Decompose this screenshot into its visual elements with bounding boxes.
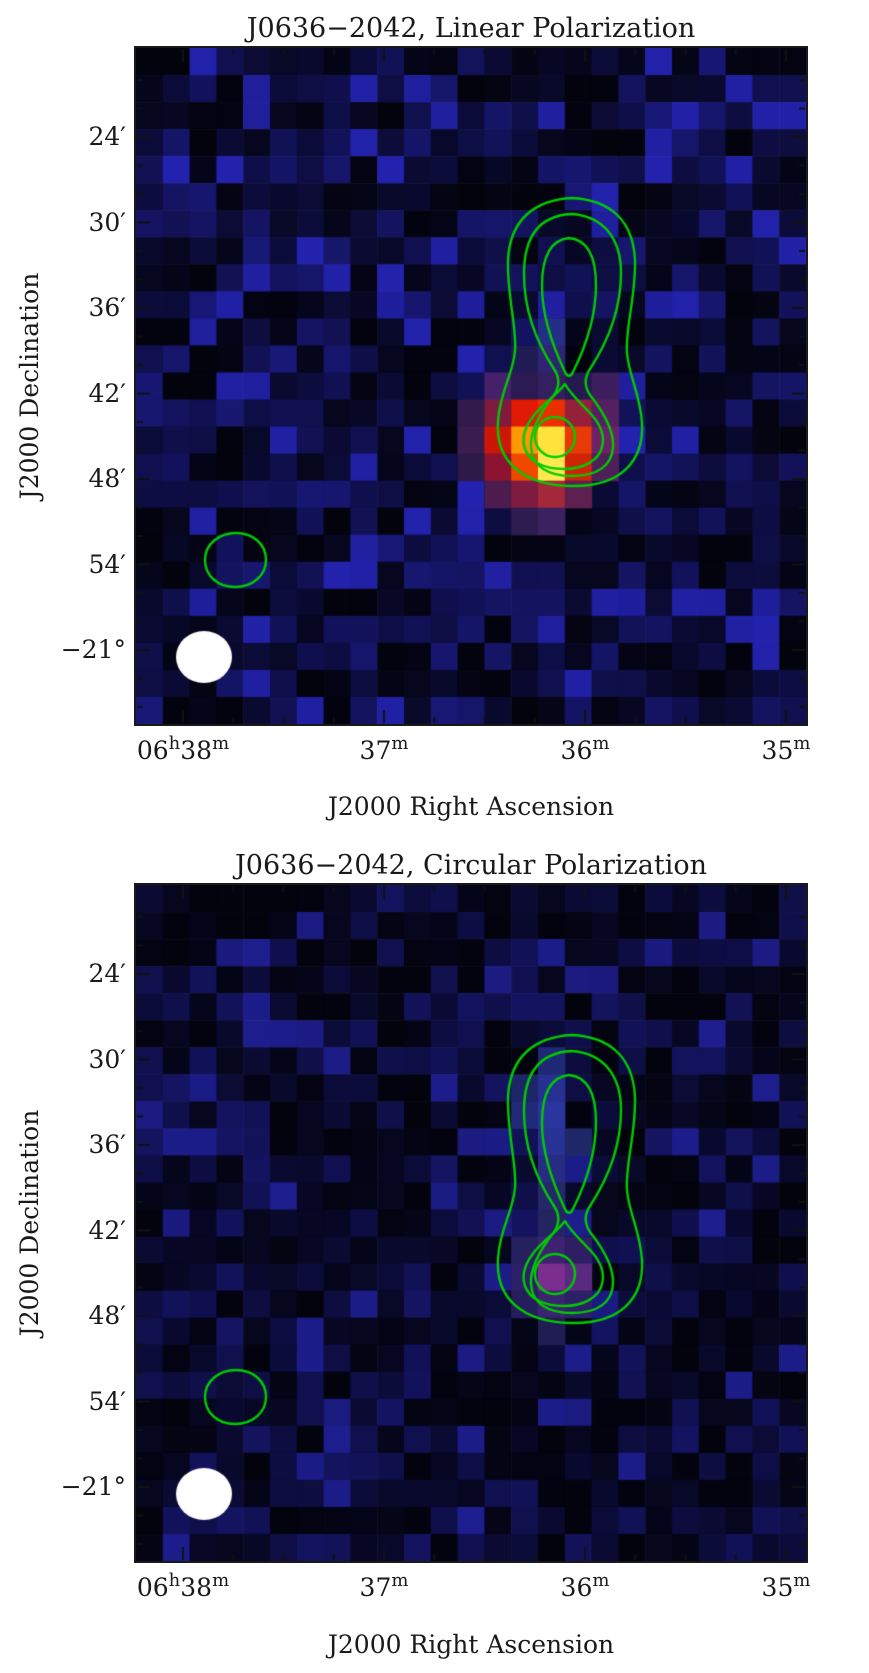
- panel-title-linear: J0636−2042, Linear Polarization: [246, 13, 696, 44]
- y-tick-label: 30′: [88, 1044, 127, 1074]
- x-tick-superscript: h: [168, 1570, 181, 1591]
- x-tick-label: 06h38m: [103, 1570, 263, 1606]
- x-tick-label: 37m: [304, 733, 464, 769]
- x-tick-superscript: m: [793, 1570, 811, 1591]
- x-tick-label: 06h38m: [103, 733, 263, 769]
- x-tick-text: 35: [761, 736, 794, 765]
- x-tick-label: 37m: [304, 1570, 464, 1606]
- x-tick-text: 37: [359, 736, 392, 765]
- panel-title-circular: J0636−2042, Circular Polarization: [234, 850, 708, 881]
- y-tick-label: 30′: [88, 207, 127, 237]
- y-tick-label: 24′: [88, 122, 127, 151]
- x-tick-text: 36: [560, 1573, 593, 1602]
- y-tick-label: −21°: [60, 635, 126, 664]
- y-tick-label: 24′: [88, 959, 127, 988]
- x-tick-superscript: m: [212, 733, 230, 754]
- x-axis-label-circular: J2000 Right Ascension: [327, 1630, 615, 1659]
- y-tick-label: 36′: [88, 1130, 127, 1159]
- linear-polarization-map: [134, 46, 808, 726]
- x-tick-label: 35m: [706, 1570, 866, 1606]
- x-tick-label: 35m: [706, 733, 866, 769]
- x-tick-text: 06: [136, 736, 169, 765]
- x-tick-text: 06: [136, 1573, 169, 1602]
- y-tick-label: 48′: [88, 1301, 127, 1330]
- x-tick-text: 36: [560, 736, 593, 765]
- y-tick-label: −21°: [60, 1472, 126, 1501]
- x-axis-label-linear: J2000 Right Ascension: [327, 792, 615, 821]
- x-tick-text: 38: [180, 736, 213, 765]
- x-tick-superscript: m: [793, 733, 811, 754]
- x-tick-text: 37: [359, 1573, 392, 1602]
- x-tick-superscript: m: [592, 733, 610, 754]
- x-tick-superscript: m: [212, 1570, 230, 1591]
- circular-polarization-map: [134, 883, 808, 1563]
- y-tick-label: 54′: [88, 549, 127, 579]
- x-tick-label: 36m: [505, 733, 665, 769]
- y-tick-label: 42′: [88, 1215, 127, 1245]
- x-tick-superscript: m: [592, 1570, 610, 1591]
- y-tick-label: 36′: [88, 293, 127, 322]
- x-tick-superscript: m: [391, 733, 409, 754]
- x-tick-label: 36m: [505, 1570, 665, 1606]
- y-tick-label: 48′: [88, 464, 127, 493]
- x-tick-text: 38: [180, 1573, 213, 1602]
- y-tick-label: 42′: [88, 378, 127, 408]
- x-tick-superscript: h: [168, 733, 181, 754]
- x-tick-text: 35: [761, 1573, 794, 1602]
- x-tick-superscript: m: [391, 1570, 409, 1591]
- y-tick-label: 54′: [88, 1386, 127, 1416]
